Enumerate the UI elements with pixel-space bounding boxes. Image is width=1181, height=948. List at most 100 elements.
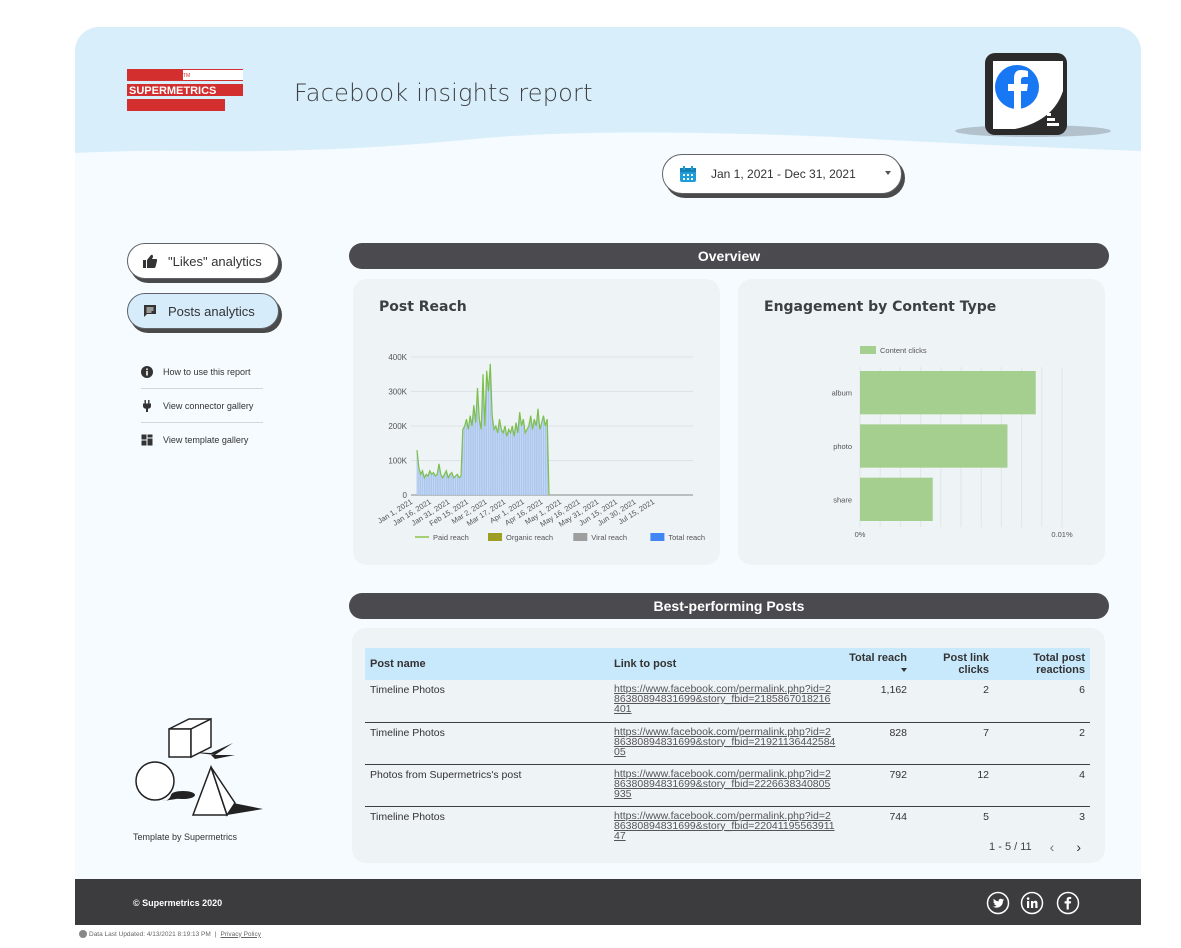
report-title: Facebook insights report xyxy=(294,79,593,107)
grid-icon xyxy=(141,434,153,446)
y-tick-label: 100K xyxy=(388,457,407,466)
col-total-reactions[interactable]: Total post reactions xyxy=(994,648,1090,680)
bar xyxy=(860,424,1008,468)
how-to-use-link[interactable]: How to use this report xyxy=(141,355,263,389)
plug-icon xyxy=(143,399,151,412)
table-header-row: Post name Link to post Total reach Post … xyxy=(365,648,1090,680)
how-to-use-label: How to use this report xyxy=(163,366,251,377)
y-tick-label: 400K xyxy=(388,353,407,362)
legend-label: Total reach xyxy=(668,533,705,542)
sort-desc-icon xyxy=(901,668,907,673)
row-post-name: Timeline Photos xyxy=(365,680,609,723)
row-post-name: Photos from Supermetrics's post xyxy=(365,764,609,807)
col-post-name[interactable]: Post name xyxy=(365,648,609,680)
best-posts-table: Post name Link to post Total reach Post … xyxy=(365,648,1090,848)
posts-analytics-label: Posts analytics xyxy=(168,303,255,319)
geometric-shapes-illustration xyxy=(135,717,263,817)
post-reach-title: Post Reach xyxy=(379,299,467,315)
best-posts-card: Post name Link to post Total reach Post … xyxy=(352,628,1105,863)
row-link-cell: https://www.facebook.com/permalink.php?i… xyxy=(609,806,841,848)
footer-copyright: © Supermetrics 2020 xyxy=(133,898,223,908)
row-total-reach: 828 xyxy=(841,722,912,765)
row-link-cell: https://www.facebook.com/permalink.php?i… xyxy=(609,680,841,723)
col-post-link-clicks-label-2: clicks xyxy=(958,664,989,676)
connector-gallery-link[interactable]: View connector gallery xyxy=(141,389,263,423)
connector-gallery-label: View connector gallery xyxy=(163,400,254,411)
table-row: Timeline Photos https://www.facebook.com… xyxy=(365,806,1090,848)
template-credit: Template by Supermetrics xyxy=(133,832,238,842)
row-reactions: 3 xyxy=(1079,810,1085,823)
paid-reach-line xyxy=(416,363,550,496)
likes-analytics-label: "Likes" analytics xyxy=(168,253,262,269)
row-link-clicks: 5 xyxy=(983,810,989,823)
category-label: photo xyxy=(833,442,852,451)
row-reactions: 4 xyxy=(994,764,1090,807)
col-total-reach[interactable]: Total reach xyxy=(841,648,912,680)
legend-swatch xyxy=(860,346,876,354)
svg-text:SUPERMETRICS: SUPERMETRICS xyxy=(129,85,216,97)
separator: | xyxy=(214,930,217,938)
col-post-link-clicks[interactable]: Post link clicks xyxy=(912,648,994,680)
thumbs-up-icon xyxy=(143,254,158,268)
legend-swatch xyxy=(488,533,502,541)
table-row: Timeline Photos https://www.facebook.com… xyxy=(365,680,1090,723)
privacy-policy-link[interactable]: Privacy Policy xyxy=(220,930,261,938)
chevron-left-icon[interactable]: ‹ xyxy=(1049,839,1055,855)
legend-label: Content clicks xyxy=(880,346,927,355)
template-gallery-link[interactable]: View template gallery xyxy=(141,423,263,457)
x-tick-label: 0.01% xyxy=(1051,530,1073,539)
post-reach-card: Post Reach 400K 300K 200K 100K 0 Jan 1, 2021 J… xyxy=(353,279,720,565)
category-label: share xyxy=(833,495,852,504)
x-tick-label: 0% xyxy=(855,530,866,539)
twitter-icon[interactable] xyxy=(986,891,1010,915)
linkedin-icon[interactable] xyxy=(1020,891,1044,915)
report-canvas: SUPERMETRICS TM Facebook insights report… xyxy=(75,27,1141,925)
posts-analytics-button[interactable]: Posts analytics xyxy=(127,293,279,329)
post-link[interactable]: https://www.facebook.com/permalink.php?i… xyxy=(614,725,836,758)
header-background xyxy=(75,27,1141,153)
engagement-card: Engagement by Content Type Content click… xyxy=(738,279,1105,565)
legend-label: Paid reach xyxy=(433,533,469,542)
legend-label: Viral reach xyxy=(591,533,627,542)
footer: © Supermetrics 2020 xyxy=(75,879,1141,925)
data-last-updated: Data Last Updated: 4/13/2021 8:19:13 PM … xyxy=(79,930,261,938)
row-total-reach: 1,162 xyxy=(841,680,912,723)
col-link[interactable]: Link to post xyxy=(609,648,841,680)
help-links: How to use this report View connector ga… xyxy=(141,355,263,457)
engagement-title: Engagement by Content Type xyxy=(764,299,997,315)
info-icon xyxy=(141,365,153,378)
post-link[interactable]: https://www.facebook.com/permalink.php?i… xyxy=(614,683,831,715)
category-label: album xyxy=(832,389,852,398)
facebook-icon[interactable] xyxy=(1056,891,1080,915)
engagement-chart: Content clicks album photo share 0% 0.01% xyxy=(832,346,1073,539)
chevron-down-icon xyxy=(885,171,891,175)
supermetrics-logo: SUPERMETRICS TM xyxy=(127,69,243,111)
likes-analytics-button[interactable]: "Likes" analytics xyxy=(127,243,279,279)
row-link-clicks: 12 xyxy=(912,764,994,807)
y-tick-label: 0 xyxy=(403,491,408,500)
col-total-reactions-label-1: Total post xyxy=(1033,652,1085,664)
row-post-name: Timeline Photos xyxy=(370,810,445,823)
overview-section-header: Overview xyxy=(349,243,1109,269)
table-pager: 1 - 5 / 11 ‹ › xyxy=(989,839,1081,855)
svg-text:TM: TM xyxy=(183,73,190,79)
row-link-clicks: 7 xyxy=(912,722,994,765)
facebook-connector-icon xyxy=(955,53,1111,137)
row-total-reach: 792 xyxy=(841,764,912,807)
post-link[interactable]: https://www.facebook.com/permalink.php?i… xyxy=(614,767,831,800)
col-total-reach-label: Total reach xyxy=(849,652,907,664)
y-tick-label: 300K xyxy=(388,388,407,397)
best-posts-section-header: Best-performing Posts xyxy=(349,593,1109,619)
table-row: Photos from Supermetrics's post https://… xyxy=(365,764,1090,807)
legend-label: Organic reach xyxy=(506,533,553,542)
info-icon xyxy=(79,930,87,938)
date-range-picker[interactable]: Jan 1, 2021 - Dec 31, 2021 xyxy=(662,154,902,194)
chevron-right-icon[interactable]: › xyxy=(1076,839,1081,855)
bar xyxy=(860,371,1036,415)
row-link-cell: https://www.facebook.com/permalink.php?i… xyxy=(609,764,841,807)
last-updated-text: Data Last Updated: 4/13/2021 8:19:13 PM xyxy=(89,930,211,938)
legend-swatch xyxy=(573,533,588,541)
table-row: Timeline Photos https://www.facebook.com… xyxy=(365,722,1090,765)
template-gallery-label: View template gallery xyxy=(163,435,249,445)
post-link[interactable]: https://www.facebook.com/permalink.php?i… xyxy=(614,809,835,842)
